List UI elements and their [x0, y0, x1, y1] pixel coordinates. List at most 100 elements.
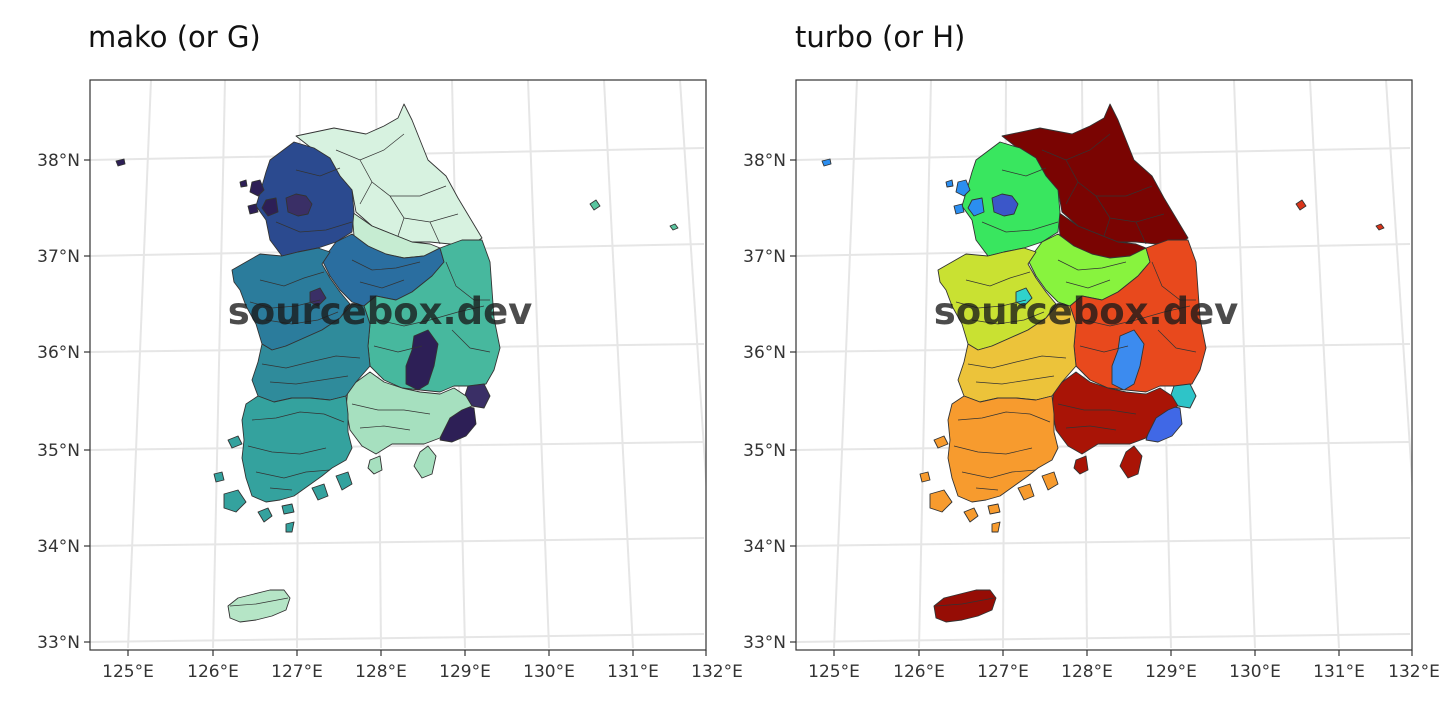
region-gyeongbuk — [1069, 239, 1207, 393]
district-border — [975, 375, 1055, 385]
district-border — [451, 329, 491, 353]
region-dokdo — [1375, 223, 1385, 231]
region-jeonnam — [919, 471, 931, 483]
y-tick-label: 37°N — [37, 247, 80, 267]
parallel-line — [796, 441, 1411, 451]
district-border — [1151, 261, 1196, 301]
district-border — [249, 299, 321, 309]
district-border — [971, 311, 1045, 325]
y-tick-label: 34°N — [37, 537, 80, 557]
region-jeonnam — [963, 507, 979, 523]
district-border — [429, 221, 441, 245]
district-border — [247, 445, 327, 455]
panel-title-turbo: turbo (or H) — [795, 20, 966, 54]
region-baengnyeong — [821, 158, 832, 167]
province-regions — [821, 103, 1385, 623]
region-baengnyeong — [115, 158, 126, 167]
region-seoul — [991, 193, 1019, 217]
y-tick-label: 36°N — [37, 343, 80, 363]
panel-title-mako: mako (or G) — [88, 20, 261, 54]
region-jeonnam — [223, 489, 247, 513]
meridian-line — [1309, 80, 1340, 649]
x-tick-label: 125°E — [102, 662, 154, 682]
district-border — [251, 411, 345, 423]
region-jeonnam — [213, 471, 225, 483]
district-border — [967, 355, 1067, 369]
x-tick-label: 130°E — [1229, 662, 1281, 682]
region-daegu — [1111, 329, 1145, 391]
region-incheon_islands — [261, 197, 279, 217]
district-border — [965, 271, 1031, 287]
district-border — [359, 181, 373, 205]
district-border — [1057, 403, 1137, 415]
meridian-line — [1385, 80, 1412, 495]
region-jeonnam — [929, 489, 953, 513]
y-tick-label: 35°N — [743, 441, 786, 461]
meridian-line — [127, 80, 152, 649]
region-gyeongnam — [1119, 445, 1143, 479]
x-tick-label: 126°E — [893, 662, 945, 682]
map-panel-turbo: 125°E 126°E 127°E 128°E 129°E 130°E 131°E 132°E… — [743, 79, 1440, 682]
region-jeju — [933, 589, 997, 623]
meridian-line — [679, 80, 706, 495]
parallel-line — [90, 441, 705, 451]
district-border — [229, 597, 289, 607]
map-panel-mako: 125°E 126°E 127°E 128°E 129°E 130°E 131°E 132°E… — [37, 79, 743, 682]
district-border — [981, 221, 1059, 233]
panel-border — [89, 79, 707, 651]
x-tick-label: 127°E — [271, 662, 323, 682]
region-gyeongnam — [413, 445, 437, 479]
district-border — [261, 355, 361, 369]
district-border — [389, 195, 459, 223]
district-border — [255, 469, 331, 479]
region-jeonnam — [335, 471, 353, 491]
district-border — [275, 221, 353, 233]
district-border — [359, 425, 411, 431]
district-border — [351, 259, 421, 271]
region-incheon_islands — [945, 179, 954, 188]
y-tick-label: 33°N — [37, 633, 80, 653]
district-border — [1065, 425, 1117, 431]
x-tick-label: 129°E — [1145, 662, 1197, 682]
region-gyeongnam — [1051, 371, 1179, 455]
region-dokdo — [669, 223, 679, 231]
district-border — [295, 167, 341, 177]
y-tick-label: 33°N — [743, 633, 786, 653]
region-chungnam — [937, 247, 1057, 351]
province-regions — [115, 103, 679, 623]
y-tick-label: 37°N — [743, 247, 786, 267]
y-tick-label: 38°N — [743, 151, 786, 171]
region-daegu — [405, 329, 439, 391]
meridian-line — [527, 80, 550, 649]
meridian-line — [1233, 80, 1256, 649]
y-tick-label: 38°N — [37, 151, 80, 171]
district-border — [953, 445, 1033, 455]
region-jeonnam — [227, 435, 243, 449]
region-jeonnam — [285, 521, 295, 533]
district-border — [1057, 259, 1127, 271]
region-jeonnam — [947, 395, 1059, 503]
district-border — [377, 305, 485, 327]
region-ulleung — [1295, 199, 1307, 211]
region-gyeongnam — [345, 371, 473, 455]
district-border — [335, 133, 405, 161]
x-tick-label: 130°E — [523, 662, 575, 682]
x-tick-label: 126°E — [187, 662, 239, 682]
parallel-line — [796, 633, 1411, 643]
district-border — [1135, 221, 1147, 245]
region-incheon_islands — [953, 203, 965, 215]
district-border — [373, 345, 423, 353]
district-border — [1041, 133, 1111, 161]
district-border — [1065, 181, 1079, 205]
district-border — [935, 597, 995, 607]
parallel-line — [90, 633, 705, 643]
district-border — [445, 261, 490, 301]
region-incheon_islands — [967, 197, 985, 217]
region-jeju — [227, 589, 291, 623]
district-border — [1083, 305, 1191, 327]
district-border — [269, 487, 293, 491]
meridian-line — [918, 80, 932, 649]
district-border — [1103, 217, 1111, 237]
x-tick-label: 131°E — [1313, 662, 1365, 682]
y-tick-label: 36°N — [743, 343, 786, 363]
